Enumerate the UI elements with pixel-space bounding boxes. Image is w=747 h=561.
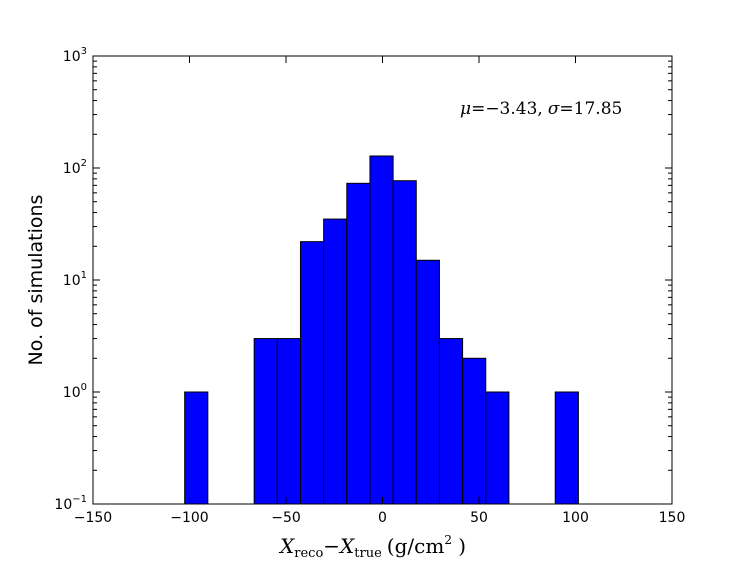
axis-ticks	[92, 55, 673, 505]
y-tick-label-3: 102	[63, 158, 87, 177]
x-tick-label-6: 150	[659, 510, 686, 526]
x-axis-label-x2: X	[338, 534, 355, 558]
histogram-bar-3	[299, 241, 325, 505]
histogram-bar-1	[253, 338, 278, 505]
y-tick-label-2: 101	[63, 270, 87, 289]
histogram-bar-12	[554, 391, 579, 505]
histogram-bars	[184, 155, 579, 505]
x-tick-label-4: 50	[470, 510, 488, 526]
x-tick-label-2: −50	[271, 510, 301, 526]
histogram-bar-8	[415, 259, 440, 505]
y-axis-label: No. of simulations	[25, 195, 47, 366]
x-tick-label-5: 100	[562, 510, 589, 526]
histogram-bar-0	[184, 391, 209, 505]
x-tick-label-3: 0	[378, 510, 387, 526]
sigma-symbol: σ	[548, 99, 560, 119]
x-tick-label-1: −100	[170, 510, 208, 526]
x-axis-label-minus: −	[323, 534, 340, 558]
y-tick-label-1: 100	[63, 382, 87, 401]
x-axis-label: Xreco−Xtrue (g/cm2 )	[278, 533, 466, 561]
x-axis-label-unit-exp: 2	[444, 533, 452, 547]
x-axis-label-x1: X	[278, 534, 295, 558]
x-tick-label-0: −150	[74, 510, 112, 526]
x-axis-label-sub1: reco	[294, 546, 323, 561]
sigma-equals: =	[559, 99, 573, 119]
histogram-bar-10	[462, 357, 487, 505]
x-axis-label-unit: (g/cm	[387, 534, 445, 558]
histogram-bar-9	[438, 338, 464, 505]
y-tick-label-4: 103	[63, 46, 87, 65]
x-axis-label-unit-close: )	[452, 534, 466, 558]
histogram-bar-4	[323, 218, 348, 505]
y-tick-label-0: 10−1	[54, 494, 87, 513]
histogram-bar-11	[485, 391, 510, 505]
mu-equals: =	[471, 99, 485, 119]
histogram-bar-6	[369, 155, 394, 505]
histogram-bar-7	[392, 180, 417, 505]
x-axis-label-sub2: true	[354, 546, 382, 561]
histogram-bar-2	[276, 338, 301, 505]
mu-value: −3.43,	[485, 99, 543, 119]
y-tick-labels: 10−1 100 101 102 103	[54, 46, 87, 513]
annotation-stats: μ=−3.43, σ=17.85	[460, 99, 622, 119]
sigma-value: 17.85	[574, 99, 623, 119]
histogram-bar-5	[346, 182, 371, 505]
mu-symbol: μ	[460, 99, 471, 119]
x-tick-labels: −150 −100 −50 0 50 100 150	[74, 510, 686, 526]
